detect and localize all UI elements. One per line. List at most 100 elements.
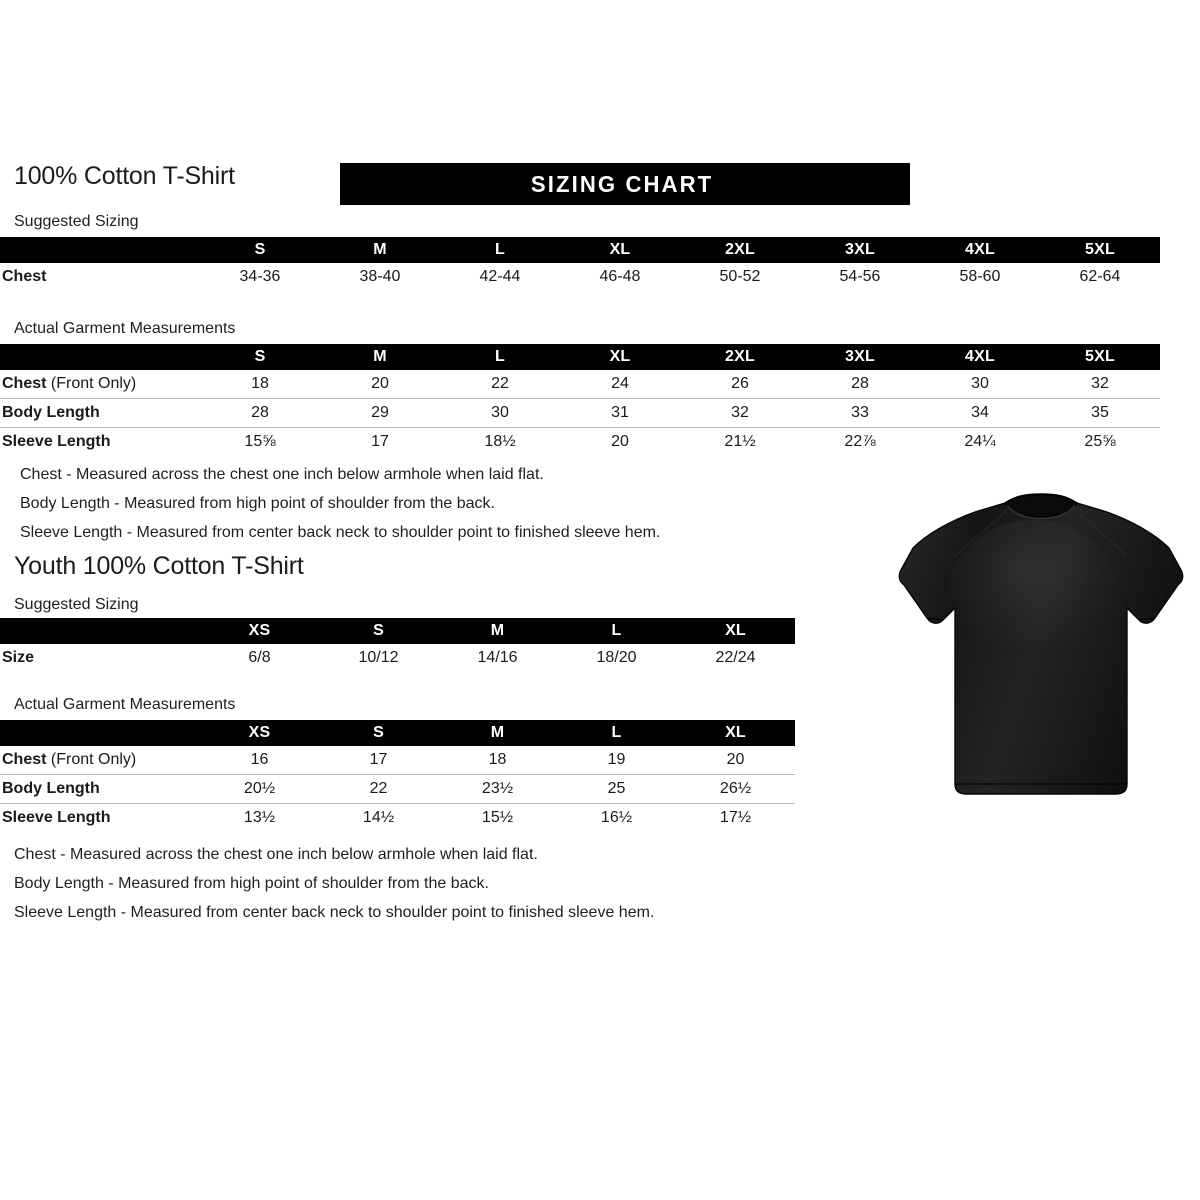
column-header-3xl: 3XL (845, 348, 875, 365)
column-header-rowlabel (0, 618, 200, 644)
table-cell: 20½ (200, 774, 319, 804)
note-body-length: Body Length - Measured from high point o… (20, 495, 495, 512)
table-cell: 58-60 (959, 268, 1001, 285)
table-cell: 17 (369, 751, 388, 768)
column-header-xl: XL (609, 348, 631, 365)
table-cell: 38-40 (359, 268, 401, 285)
table-cell: 21½ (680, 427, 800, 456)
column-header-rowlabel (0, 344, 200, 370)
table-cell: 19 (607, 751, 626, 768)
table-cell: 22⅞ (800, 427, 920, 456)
table-cell: 28 (851, 375, 869, 392)
table-cell: 29 (320, 398, 440, 428)
column-header-xs: XS (248, 622, 271, 639)
table-cell: 34-36 (239, 268, 281, 285)
column-header-s: S (373, 724, 384, 741)
row-label: Body Length (0, 774, 200, 804)
adult-actual-measurements-caption: Actual Garment Measurements (14, 320, 236, 337)
column-header-s: S (373, 622, 384, 639)
column-header-l: L (611, 724, 622, 741)
row-label-qualifier: (Front Only) (50, 751, 137, 768)
table-row: Chest (Front Only) 16 17 18 19 20 (0, 746, 795, 775)
table-cell: 24 (611, 375, 629, 392)
youth-actual-measurements-caption: Actual Garment Measurements (14, 696, 236, 713)
table-cell: 16½ (557, 803, 676, 832)
table-cell: 15⅝ (200, 427, 320, 456)
table-cell: 10/12 (358, 649, 399, 666)
table-cell: 31 (560, 398, 680, 428)
note-chest: Chest - Measured across the chest one in… (14, 846, 538, 863)
column-header-xl: XL (609, 241, 631, 258)
table-cell: 6/8 (248, 649, 271, 666)
column-header-l: L (611, 622, 622, 639)
table-cell: 14½ (319, 803, 438, 832)
column-header-4xl: 4XL (965, 348, 995, 365)
row-label: Sleeve Length (0, 803, 200, 832)
table-row: Chest 34-36 38-40 42-44 46-48 50-52 54-56 58-60… (0, 263, 1160, 291)
adult-title-row: 100% Cotton T-Shirt SIZING CHART (14, 162, 1186, 205)
column-header-xl: XL (725, 724, 746, 741)
table-cell: 22 (319, 774, 438, 804)
table-cell: 22 (491, 375, 509, 392)
note-sleeve-length: Sleeve Length - Measured from center bac… (20, 524, 661, 541)
adult-suggested-sizing-table: S M L XL 2XL 3XL 4XL 5XL Chest 34-36 38-40 42-44 46… (0, 237, 1160, 291)
table-cell: 20 (726, 751, 745, 768)
column-header-l: L (495, 348, 505, 365)
sizing-chart-banner-label: SIZING CHART (530, 171, 714, 197)
column-header-m: M (373, 348, 387, 365)
table-cell: 62-64 (1079, 268, 1121, 285)
table-cell: 18 (251, 375, 269, 392)
table-cell: 25⅝ (1040, 427, 1160, 456)
table-cell: 23½ (438, 774, 557, 804)
table-cell: 34 (920, 398, 1040, 428)
row-label: Sleeve Length (0, 427, 200, 456)
table-row: Size 6/8 10/12 14/16 18/20 22/24 (0, 644, 795, 672)
row-label: Chest (Front Only) (2, 375, 137, 392)
adult-measurement-notes: Chest - Measured across the chest one in… (20, 460, 660, 547)
youth-actual-measurements-table: XS S M L XL Chest (Front Only) 16 17 18 19 20 Body… (0, 720, 795, 832)
table-row: Sleeve Length 13½ 14½ 15½ 16½ 17½ (0, 803, 795, 832)
table-header-row: S M L XL 2XL 3XL 4XL 5XL (0, 344, 1160, 370)
row-label: Size (2, 649, 35, 666)
page-title: 100% Cotton T-Shirt (14, 162, 235, 190)
sizing-chart-banner: SIZING CHART (340, 163, 910, 205)
column-header-s: S (254, 241, 266, 258)
table-cell: 42-44 (479, 268, 521, 285)
table-cell: 50-52 (719, 268, 761, 285)
table-cell: 32 (1091, 375, 1109, 392)
column-header-rowlabel (0, 720, 200, 746)
product-image (893, 478, 1189, 808)
table-cell: 35 (1040, 398, 1160, 428)
row-label: Body Length (0, 398, 200, 428)
table-row: Sleeve Length 15⅝ 17 18½ 20 21½ 22⅞ 24¼ 25⅝ (0, 427, 1160, 456)
table-cell: 18½ (440, 427, 560, 456)
table-cell: 25 (557, 774, 676, 804)
table-cell: 20 (560, 427, 680, 456)
table-cell: 26½ (676, 774, 795, 804)
column-header-5xl: 5XL (1085, 241, 1115, 258)
table-cell: 18 (488, 751, 507, 768)
youth-measurement-notes: Chest - Measured across the chest one in… (14, 840, 654, 927)
youth-section-title: Youth 100% Cotton T-Shirt (14, 552, 304, 580)
table-cell: 24¼ (920, 427, 1040, 456)
table-cell: 20 (371, 375, 389, 392)
row-label-qualifier: (Front Only) (50, 375, 137, 392)
column-header-xl: XL (725, 622, 746, 639)
table-cell: 16 (250, 751, 269, 768)
table-cell: 22/24 (715, 649, 756, 666)
column-header-2xl: 2XL (725, 348, 755, 365)
table-cell: 30 (971, 375, 989, 392)
table-cell: 18/20 (596, 649, 637, 666)
black-t-shirt-icon (898, 493, 1184, 795)
table-row: Chest (Front Only) 18 20 22 24 26 28 30 32 (0, 370, 1160, 399)
table-cell: 46-48 (599, 268, 641, 285)
column-header-xs: XS (248, 724, 271, 741)
table-cell: 28 (200, 398, 320, 428)
table-cell: 30 (440, 398, 560, 428)
table-cell: 14/16 (477, 649, 518, 666)
table-cell: 13½ (200, 803, 319, 832)
table-header-row: XS S M L XL (0, 618, 795, 644)
table-cell: 33 (800, 398, 920, 428)
column-header-4xl: 4XL (965, 241, 995, 258)
